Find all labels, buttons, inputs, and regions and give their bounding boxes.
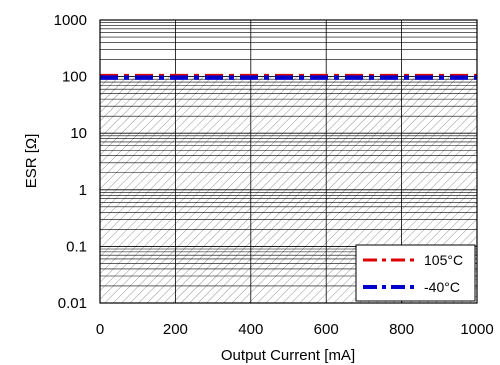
x-tick-label: 600 [314, 321, 339, 338]
legend-box [355, 244, 476, 302]
y-tick-label: 100 [62, 69, 87, 86]
y-tick-label: 0.1 [66, 238, 87, 255]
series-lines [100, 73, 477, 80]
plot-frame [99, 19, 478, 304]
x-tick-label: 800 [389, 321, 414, 338]
legend: 105°C -40°C [355, 244, 476, 302]
y-tick-labels: 1000 100 10 1 0.1 0.01 [54, 12, 87, 312]
y-tick-label: 1 [79, 182, 87, 199]
y-axis-label: ESR [Ω] [23, 134, 40, 189]
x-tick-label: 1000 [460, 321, 493, 338]
legend-label-105c: 105°C [424, 252, 463, 268]
y-tick-label: 0.01 [58, 295, 87, 312]
x-tick-label: 200 [163, 321, 188, 338]
y-tick-label: 10 [70, 125, 87, 142]
x-tick-labels: 0 200 400 600 800 1000 [96, 321, 494, 338]
y-tick-label: 1000 [54, 12, 87, 29]
x-tick-label: 0 [96, 321, 104, 338]
x-axis-label: Output Current [mA] [221, 347, 355, 364]
x-tick-label: 400 [238, 321, 263, 338]
legend-label-minus40c: -40°C [424, 279, 460, 295]
